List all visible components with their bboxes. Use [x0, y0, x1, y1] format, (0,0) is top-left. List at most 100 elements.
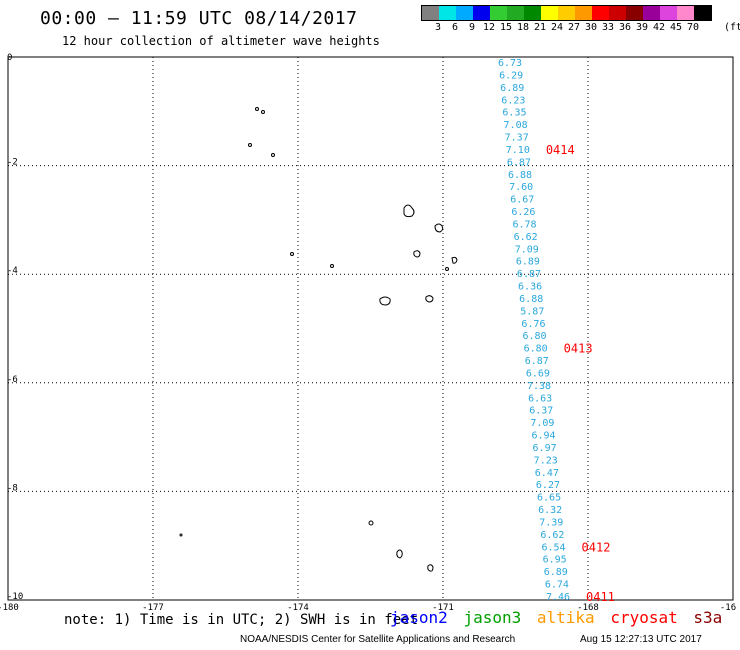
island	[379, 296, 391, 306]
color-scale-swatches	[421, 5, 712, 21]
swh-value: 7.46	[546, 592, 570, 603]
scale-swatch	[456, 6, 473, 20]
swh-value: 6.69	[526, 368, 550, 379]
island-outlines	[179, 107, 458, 572]
swh-value: 6.35	[502, 108, 526, 119]
scale-swatch	[660, 6, 677, 20]
longitude-tick-label: -177	[142, 603, 164, 613]
map-grid	[8, 57, 733, 600]
swh-value: 6.36	[518, 282, 542, 293]
swh-value: 7.37	[505, 133, 529, 144]
latitude-tick-label: 0	[7, 53, 12, 63]
island	[368, 520, 374, 526]
longitude-tick-label: -168	[577, 603, 599, 613]
scale-label: 24	[550, 22, 564, 33]
scale-label: 12	[482, 22, 496, 33]
swh-value: 6.63	[528, 393, 552, 404]
swh-value: 6.76	[521, 319, 545, 330]
swh-value: 6.80	[524, 344, 548, 355]
scale-label: 30	[584, 22, 598, 33]
swh-value: 6.29	[499, 70, 523, 81]
footer-organization: NOAA/NESDIS Center for Satellite Applica…	[240, 634, 516, 645]
swh-value: 6.62	[540, 530, 564, 541]
scale-swatch	[677, 6, 694, 20]
scale-swatch	[558, 6, 575, 20]
scale-swatch	[592, 6, 609, 20]
color-scale-unit: (ft)	[723, 22, 740, 33]
scale-label: 42	[652, 22, 666, 33]
axis-tick-labels: 0 -2 -4 -6 -8 -10-180 -177 -174 -171 -168 -16	[0, 53, 736, 613]
scale-label: 18	[516, 22, 530, 33]
swh-value: 6.87	[525, 356, 549, 367]
swh-value: 6.27	[536, 480, 560, 491]
swh-value: 6.88	[508, 170, 532, 181]
scale-swatch	[507, 6, 524, 20]
swh-value: 6.80	[523, 331, 547, 342]
scale-swatch	[643, 6, 660, 20]
scale-label: 27	[567, 22, 581, 33]
track-id-label: 0412	[582, 540, 611, 554]
latitude-tick-label: -6	[7, 375, 18, 385]
scale-swatch	[575, 6, 592, 20]
units-note: note: 1) Time is in UTC; 2) SWH is in fe…	[64, 612, 419, 628]
swh-value: 6.89	[544, 567, 568, 578]
scale-swatch	[439, 6, 456, 20]
swh-value: 6.97	[533, 443, 557, 454]
scale-swatch	[626, 6, 643, 20]
track-id-label: 0411	[586, 590, 615, 604]
swh-value: 6.94	[531, 431, 555, 442]
scale-label: 33	[601, 22, 615, 33]
island	[271, 153, 275, 157]
map-subtitle: 12 hour collection of altimeter wave hei…	[62, 34, 380, 48]
swh-value: 6.26	[511, 207, 535, 218]
swh-value: 6.32	[538, 505, 562, 516]
map-title: 00:00 – 11:59 UTC 08/14/2017	[40, 8, 358, 29]
longitude-tick-label: -174	[287, 603, 309, 613]
legend-cryosat: cryosat	[610, 608, 678, 627]
swh-value: 6.89	[500, 83, 524, 94]
legend-altika: altika	[536, 608, 595, 627]
swh-value: 6.74	[545, 580, 569, 591]
island	[290, 252, 294, 256]
swh-value: 6.88	[519, 294, 543, 305]
island	[403, 204, 415, 218]
map-frame	[7, 56, 734, 601]
swh-value: 6.54	[541, 542, 565, 553]
scale-label: 39	[635, 22, 649, 33]
scale-swatch	[473, 6, 490, 20]
longitude-tick-label: -180	[0, 603, 19, 613]
swh-value: 6.89	[516, 257, 540, 268]
island	[427, 564, 434, 572]
track-labels: 0414 0413 0412 0411	[546, 143, 615, 604]
swh-value: 6.87	[507, 157, 531, 168]
island	[261, 110, 265, 114]
swh-value: 6.62	[514, 232, 538, 243]
island	[413, 250, 421, 258]
island	[396, 549, 403, 559]
swh-value: 6.67	[510, 195, 534, 206]
scale-label: 3	[434, 22, 442, 33]
scale-label: 21	[533, 22, 547, 33]
island	[425, 295, 434, 303]
swh-value: 6.87	[517, 269, 541, 280]
latitude-tick-label: -4	[7, 266, 18, 276]
longitude-tick-label: -16	[720, 603, 736, 613]
swh-value: 6.47	[535, 468, 559, 479]
satellite-legend: jason2 jason3 altika cryosat s3a	[390, 608, 728, 627]
legend-jason3: jason3	[463, 608, 522, 627]
swh-value: 7.38	[527, 381, 551, 392]
scale-label: 36	[618, 22, 632, 33]
scale-swatch	[694, 6, 711, 20]
footer-timestamp: Aug 15 12:27:13 UTC 2017	[580, 634, 702, 645]
swh-value: 6.65	[537, 493, 561, 504]
latitude-tick-label: -10	[7, 592, 23, 602]
island	[330, 264, 334, 268]
swh-value: 6.37	[529, 406, 553, 417]
island	[248, 143, 252, 147]
swh-value: 7.60	[509, 182, 533, 193]
swh-value: 5.87	[520, 306, 544, 317]
scale-label: 70	[686, 22, 700, 33]
